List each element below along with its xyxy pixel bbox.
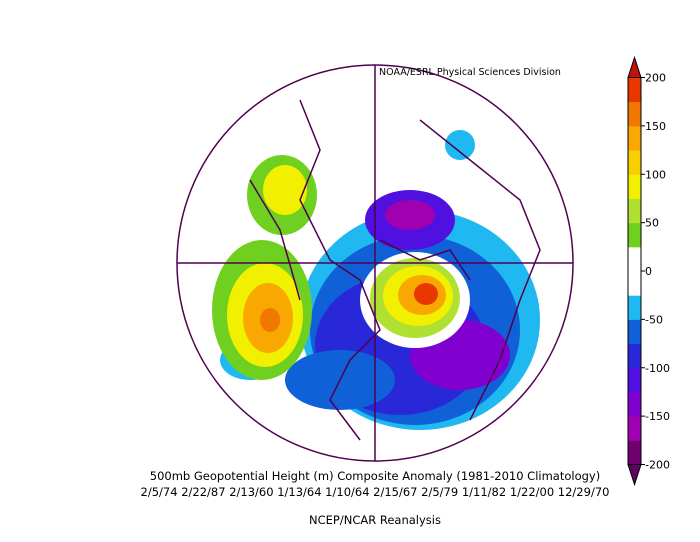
colorbar-tick-label: 150 xyxy=(645,120,666,133)
colorbar-band xyxy=(628,343,641,369)
colorbar-band xyxy=(628,295,641,320)
colorbar-band xyxy=(628,246,641,272)
title: 500mb Geopotential Height (m) Composite … xyxy=(150,469,600,483)
colorbar-band xyxy=(628,391,641,417)
colorbar-tick-label: -200 xyxy=(645,459,670,472)
dates: 2/5/74 2/22/87 2/13/60 1/13/64 1/10/64 2… xyxy=(141,485,610,499)
colorbar-band xyxy=(628,101,641,127)
colorbar-under xyxy=(627,464,642,487)
colorbar-band xyxy=(628,150,641,175)
colorbar-tick-label: 100 xyxy=(645,168,666,181)
colorbar-band xyxy=(628,174,641,199)
colorbar-band xyxy=(628,367,641,393)
colorbar-tick-label: 200 xyxy=(645,72,666,85)
credit: NOAA/ESRL Physical Sciences Division xyxy=(379,67,561,78)
colorbar-band xyxy=(628,198,641,224)
colorbar: 200 150 100 50 0 -50 -100 -150 -200 xyxy=(627,55,670,487)
map-border xyxy=(176,64,574,462)
source: NCEP/NCAR Reanalysis xyxy=(309,513,441,527)
colorbar-band xyxy=(628,125,641,151)
colorbar-band xyxy=(628,77,641,103)
colorbar-band xyxy=(628,271,641,296)
colorbar-tick-label: 0 xyxy=(645,265,652,278)
colorbar-over xyxy=(627,55,642,78)
map xyxy=(177,65,573,461)
colorbar-band xyxy=(628,319,641,345)
colorbar-tick-label: 50 xyxy=(645,217,659,230)
colorbar-tick-label: -150 xyxy=(645,410,670,423)
colorbar-band xyxy=(628,416,641,441)
colorbar-tick-label: -100 xyxy=(645,362,670,375)
colorbar-band xyxy=(628,440,641,465)
colorbar-band xyxy=(628,222,641,248)
colorbar-tick-label: -50 xyxy=(645,313,663,326)
